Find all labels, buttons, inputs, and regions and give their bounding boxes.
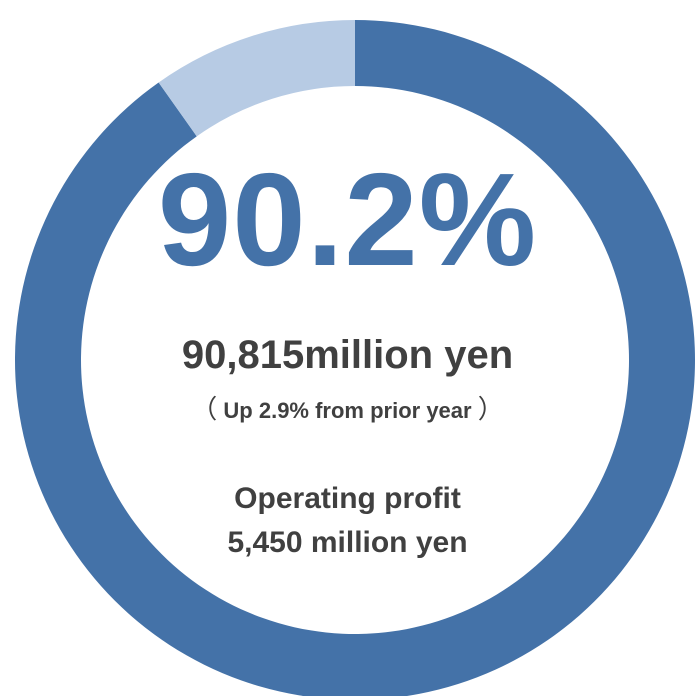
open-paren: （	[191, 394, 218, 424]
year-over-year-change: （ Up 2.9% from prior year ）	[0, 392, 695, 428]
percent-value: 90.2%	[157, 146, 538, 293]
donut-slice-1	[158, 20, 355, 137]
operating-profit-label: Operating profit	[234, 482, 461, 515]
change-text: Up 2.9% from prior year	[223, 398, 472, 423]
sales-amount: 90,815million yen	[181, 333, 514, 377]
operating-profit-value: 5,450 million yen	[227, 526, 468, 559]
close-paren: ）	[477, 394, 504, 424]
